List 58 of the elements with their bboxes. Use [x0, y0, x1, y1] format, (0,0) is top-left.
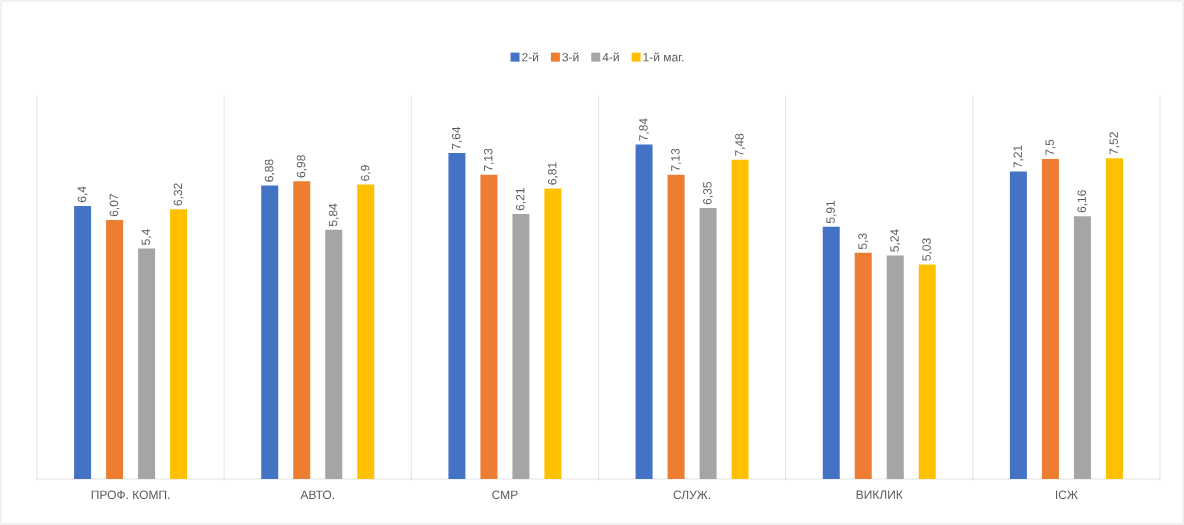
bar: [544, 188, 562, 479]
data-label: 7,13: [671, 148, 682, 171]
data-label: 5,4: [141, 229, 152, 245]
bar: [170, 209, 188, 479]
bar: [357, 184, 375, 479]
bar: [106, 220, 124, 479]
x-tick-label: СЛУЖ.: [673, 490, 711, 500]
x-tick-label: ВИКЛИК: [856, 490, 903, 499]
data-label: 5,24: [890, 229, 901, 252]
bar: [480, 174, 498, 479]
bar: [1105, 158, 1123, 479]
data-label: 7,13: [483, 148, 494, 171]
data-label: 7,21: [1013, 145, 1024, 168]
data-label: 5,3: [858, 233, 869, 250]
data-label: 7,84: [639, 118, 650, 141]
bar: [74, 205, 92, 479]
data-label: 5,03: [922, 238, 933, 261]
bar: [635, 144, 653, 479]
legend-label: 2-й: [522, 52, 539, 62]
bar: [822, 226, 840, 479]
data-label: 6,32: [173, 183, 184, 206]
data-label: 6,81: [547, 162, 558, 185]
bar: [138, 248, 156, 479]
data-label: 6,21: [515, 188, 526, 211]
bar: [731, 159, 749, 479]
data-label: 7,48: [735, 133, 746, 157]
bar: [1009, 171, 1027, 479]
data-label: 7,64: [451, 126, 462, 150]
bar: [512, 214, 530, 479]
bar: [1073, 216, 1091, 479]
data-label: 6,98: [296, 155, 307, 178]
x-tick-label: ПРОФ. КОМП.: [91, 490, 170, 500]
bar: [918, 264, 936, 479]
data-label: 7,52: [1109, 132, 1120, 155]
bar: [1041, 159, 1059, 479]
bar: [699, 208, 717, 479]
data-label: 6,88: [264, 159, 275, 182]
bar: [261, 185, 279, 479]
data-label: 6,4: [77, 186, 88, 203]
legend-label: 4-й: [602, 52, 619, 62]
data-label: 7,5: [1045, 139, 1056, 156]
data-label: 6,9: [360, 165, 371, 181]
x-tick-label: СМР: [492, 490, 518, 500]
legend-label: 1-й маг.: [643, 52, 684, 62]
bar: [293, 181, 311, 479]
x-tick-label: АВТО.: [300, 490, 334, 500]
legend-label: 3-й: [562, 52, 579, 62]
bar: [325, 229, 343, 479]
data-label: 6,35: [703, 182, 714, 205]
data-label: 6,07: [109, 194, 120, 217]
data-label: 5,91: [826, 200, 837, 224]
bar: [667, 174, 685, 479]
bar: [448, 153, 466, 479]
data-label: 5,84: [328, 203, 339, 227]
x-tick-label: ІСЖ: [1055, 490, 1078, 500]
data-label: 6,16: [1077, 190, 1088, 213]
bar: [854, 252, 872, 479]
bar: [886, 255, 904, 479]
